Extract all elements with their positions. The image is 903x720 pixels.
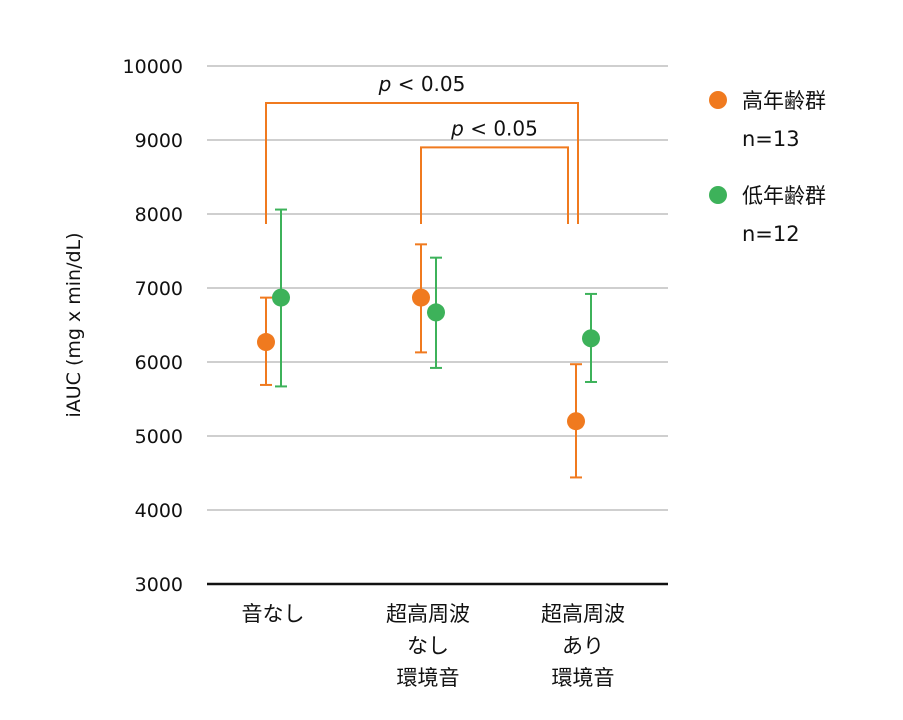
x-tick-label: 超高周波 — [386, 602, 470, 626]
legend-marker — [709, 186, 727, 204]
data-point — [567, 412, 585, 431]
p-symbol: p — [450, 116, 464, 140]
significance-label: p < 0.05 — [450, 116, 538, 140]
x-tick-label: 環境音 — [397, 666, 460, 690]
legend-n-label: n=12 — [742, 222, 800, 246]
series-younger — [272, 208, 600, 388]
data-point — [412, 288, 430, 307]
y-tick-label: 5000 — [135, 426, 183, 448]
x-category-label: 音なし — [242, 602, 305, 626]
p-threshold: < 0.05 — [391, 72, 465, 96]
series-older — [257, 243, 585, 479]
bracket-line — [420, 146, 569, 224]
y-tick-label: 10000 — [123, 56, 183, 78]
legend: 高年齢群 n=13 低年齢群 n=12 — [709, 89, 826, 246]
significance-brackets: p < 0.05p < 0.05 — [265, 72, 579, 224]
p-symbol: p — [378, 72, 392, 96]
p-threshold: < 0.05 — [464, 116, 538, 140]
bracket-line — [265, 102, 579, 224]
legend-marker — [709, 91, 727, 109]
significance-bracket: p < 0.05 — [265, 72, 579, 224]
data-point — [272, 288, 290, 307]
legend-item: 低年齢群 n=12 — [709, 184, 826, 246]
x-tick-label: なし — [407, 634, 449, 658]
data-point — [427, 303, 445, 322]
x-tick-label: 超高周波 — [541, 602, 625, 626]
legend-n-label: n=13 — [742, 127, 800, 151]
x-tick-label: 環境音 — [552, 666, 615, 690]
data-point — [257, 333, 275, 352]
legend-label: 低年齢群 — [742, 184, 826, 208]
y-axis-ticks: 10000 9000 8000 7000 6000 5000 4000 3000 — [123, 56, 183, 596]
y-tick-label: 8000 — [135, 204, 183, 226]
gridlines — [207, 65, 668, 511]
significance-label: p < 0.05 — [378, 72, 466, 96]
y-tick-label: 7000 — [135, 278, 183, 300]
significance-bracket: p < 0.05 — [420, 116, 569, 224]
y-tick-label: 9000 — [135, 130, 183, 152]
legend-label: 高年齢群 — [742, 89, 826, 113]
data-series — [257, 208, 600, 479]
data-point — [582, 329, 600, 348]
x-tick-label: あり — [562, 634, 604, 658]
y-tick-label: 4000 — [135, 500, 183, 522]
y-tick-label: 6000 — [135, 352, 183, 374]
legend-item: 高年齢群 n=13 — [709, 89, 826, 151]
y-tick-label: 3000 — [135, 574, 183, 596]
y-axis-title: iAUC (mg x min/dL) — [63, 232, 85, 417]
x-tick-label: 音なし — [242, 602, 305, 626]
